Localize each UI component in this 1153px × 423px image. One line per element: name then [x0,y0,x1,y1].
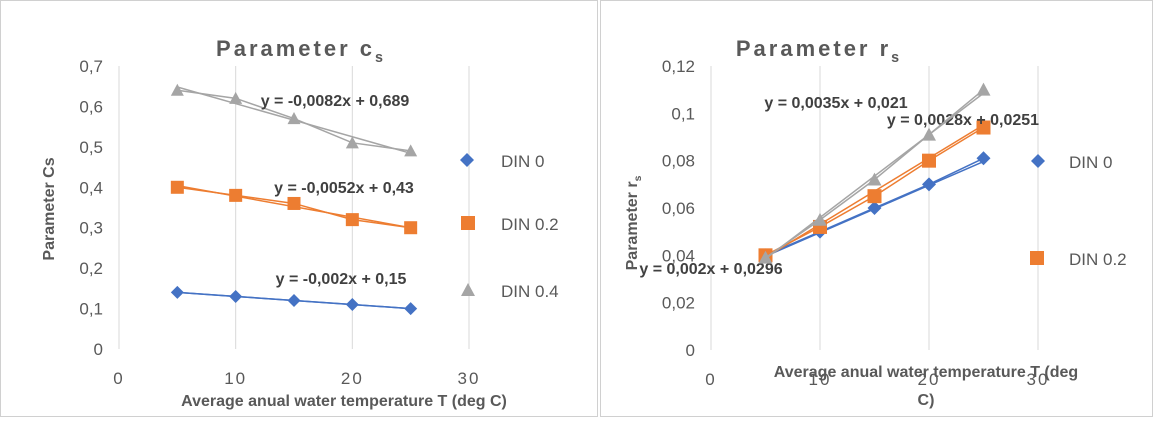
y-tick-label: 0,1 [79,300,103,319]
data-point [170,83,184,96]
y-tick-label: 0,1 [671,104,695,123]
x-axis-title: Average anual water temperature T (deg [774,364,1078,381]
legend-marker [461,216,475,230]
trendline-equation: y = -0,0082x + 0,689 [261,93,410,110]
y-axis-title: Parameter rs [624,175,644,270]
y-tick-label: 0,5 [79,138,103,157]
y-tick-label: 0,02 [662,294,695,313]
x-tick-label: 10 [224,369,247,388]
chart-title: Parameter cs [216,36,386,66]
legend-label: DIN 0.2 [501,215,559,234]
legend-label: DIN 0 [1069,153,1112,172]
data-point [404,221,418,235]
legend-marker [461,283,475,296]
data-point [229,289,243,303]
trendline-equation: y = -0,0052x + 0,43 [274,180,414,197]
y-tick-label: 0,06 [662,199,695,218]
data-point [404,144,418,157]
y-tick-label: 0,12 [662,57,695,76]
y-tick-label: 0,4 [79,178,103,197]
data-point [170,180,184,194]
data-point [867,172,882,186]
data-point [345,213,359,227]
x-tick-label: 20 [341,369,364,388]
x-axis-title-line2: C) [918,392,935,409]
x-tick-label: 30 [1027,370,1050,389]
data-point [922,177,936,192]
x-axis-title: Average anual water temperature T (deg C… [181,393,507,410]
chart-panel-cs: 0 0,1 0,2 0,3 0,4 0,5 0,6 0,7 0 10 20 30 Parameter c… [0,0,598,417]
trendline-equation: y = 0,002x + 0,0296 [639,261,782,278]
y-tick-label: 0,3 [79,219,103,238]
data-point [976,120,991,135]
y-tick-label: 0,6 [79,97,103,116]
trendline-equation: y = 0,0028x + 0,0251 [887,112,1039,129]
data-point [867,201,882,215]
y-tick-label: 0 [686,341,695,360]
data-point [287,112,301,125]
x-tick-label: 30 [458,369,481,388]
y-tick-label: 0,2 [79,259,103,278]
chart-title: Parameter rs [736,36,902,66]
legend-label: DIN 0.2 [1069,250,1127,269]
data-point [813,212,827,226]
data-point [867,189,882,204]
y-tick-label: 0,7 [79,57,103,76]
y-tick-label: 0 [94,340,103,359]
data-point [170,285,184,299]
data-point [976,82,991,96]
data-point [976,151,991,166]
data-point [287,196,301,210]
chart-panel-rs: 0 0,02 0,04 0,06 0,08 0,1 0,12 0 10 20 30 Parameter… [600,0,1153,417]
data-point [345,298,359,312]
data-point [287,293,301,307]
data-point [758,250,773,264]
y-tick-label: 0,04 [662,246,695,265]
y-axis-title: Parameter Cs [41,157,58,260]
data-point [404,302,418,316]
legend-marker [1030,251,1044,265]
x-tick-label: 0 [113,369,124,388]
data-point [922,127,936,141]
data-point [229,188,243,202]
legend-marker [1031,154,1045,168]
data-point [229,91,243,104]
trendline-equation: y = 0,0035x + 0,021 [764,95,907,112]
y-tick-label: 0,08 [662,152,695,171]
data-point [922,153,936,168]
legend-label: DIN 0 [501,152,544,171]
trendline-equation: y = -0,002x + 0,15 [276,271,407,288]
x-tick-label: 0 [705,370,716,389]
chart-cs: 0 0,1 0,2 0,3 0,4 0,5 0,6 0,7 0 10 20 30 Parameter c… [41,36,559,410]
legend-marker [460,153,474,167]
x-tick-label: 10 [809,370,832,389]
legend-label: DIN 0.4 [501,282,559,301]
chart-rs: 0 0,02 0,04 0,06 0,08 0,1 0,12 0 10 20 30 Parameter… [624,36,1127,409]
x-tick-label: 20 [918,370,941,389]
data-point [345,136,359,149]
